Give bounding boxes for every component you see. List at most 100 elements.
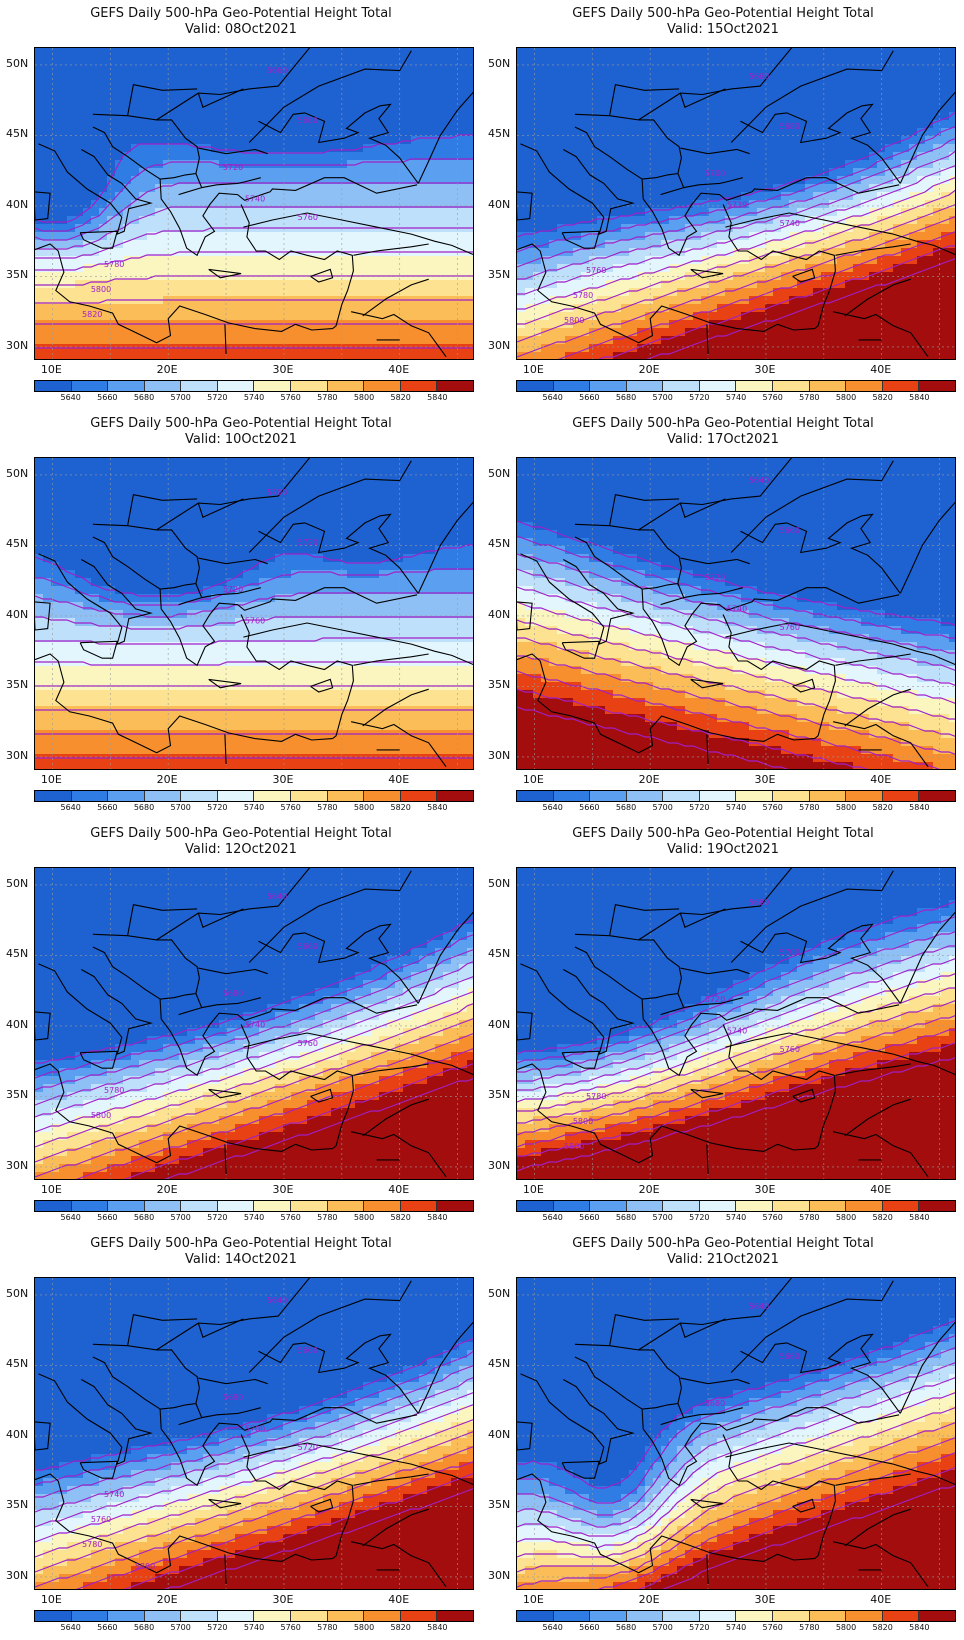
colorbar-tick-label: 5740 (725, 393, 747, 402)
lon-tick-label: 10E (40, 1593, 62, 1606)
coastlines-and-borders (517, 868, 955, 1178)
lat-tick-label: 40N (488, 1427, 511, 1441)
panel-valid-date: Valid: 14Oct2021 (185, 1252, 297, 1267)
lat-tick-label: 40N (6, 1017, 29, 1031)
colorbar-swatch (144, 1201, 182, 1211)
colorbar-swatch (327, 1611, 365, 1621)
contour-label: 5760 (245, 616, 265, 625)
forecast-panel: GEFS Daily 500-hPa Geo-Potential Height … (482, 410, 964, 820)
colorbar-tick-label: 5800 (835, 393, 857, 402)
colorbar-tick-label: 5840 (427, 1623, 448, 1632)
colorbar-swatch (181, 791, 218, 801)
colorbar-tick-label: 5800 (835, 1213, 857, 1222)
colorbar-swatch (736, 381, 774, 391)
colorbar-swatch (626, 381, 664, 391)
lon-tick-label: 30E (754, 773, 776, 786)
colorbar-swatch (400, 791, 438, 801)
colorbar-swatch (590, 791, 627, 801)
colorbar-swatch (882, 381, 920, 391)
colorbar-tick-label: 5800 (353, 803, 375, 812)
colorbar-swatch (291, 1611, 328, 1621)
colorbar-swatch (327, 381, 365, 391)
lon-tick-label: 10E (522, 1183, 544, 1196)
graticule (517, 868, 955, 1179)
lat-tick-label: 30N (488, 1158, 511, 1172)
colorbar-tick-label: 5700 (170, 1213, 191, 1222)
colorbar-swatch (71, 791, 109, 801)
colorbar-tick-label: 5740 (243, 803, 265, 812)
contour-label: 5680 (780, 122, 800, 131)
panel-valid-date: Valid: 10Oct2021 (185, 432, 297, 447)
contour-label: 5680 (705, 1399, 725, 1408)
lon-tick-label: 40E (870, 363, 892, 376)
filled-height-field (517, 48, 955, 359)
lat-tick-label: 35N (488, 678, 511, 692)
forecast-panel: GEFS Daily 500-hPa Geo-Potential Height … (0, 410, 482, 820)
panel-title: GEFS Daily 500-hPa Geo-Potential Height … (90, 416, 392, 431)
colorbar-swatch (108, 1201, 145, 1211)
colorbar-swatch (517, 791, 554, 801)
colorbar (516, 790, 956, 802)
colorbar-tick-label: 5660 (97, 1213, 118, 1222)
colorbar-tick-label: 5760 (762, 1213, 783, 1222)
colorbar-swatch (254, 1611, 292, 1621)
colorbar-swatch (553, 1611, 591, 1621)
forecast-panel: GEFS Daily 500-hPa Geo-Potential Height … (0, 0, 482, 410)
lat-tick-label: 50N (6, 466, 29, 480)
colorbar-tick-label: 5820 (390, 803, 411, 812)
graticule (517, 1278, 955, 1589)
colorbar-swatch (773, 1201, 810, 1211)
colorbar-swatch (699, 791, 737, 801)
colorbar-tick-label: 5660 (579, 393, 600, 402)
colorbar-swatch (846, 1201, 883, 1211)
colorbar-swatch (291, 1201, 328, 1211)
lat-tick-label: 35N (6, 1498, 29, 1512)
lon-tick-label: 30E (272, 363, 294, 376)
colorbar-tick-label: 5680 (615, 803, 637, 812)
colorbar-tick-label: 5820 (390, 393, 411, 402)
height-field-map: 5640 5660 5680 5700 5720 5740 5760 5780 5800 (35, 1278, 473, 1589)
height-field-map: 5660 5680 5720 5740 5760 5780 5800 5820 (35, 48, 473, 359)
colorbar-swatch (663, 1611, 700, 1621)
colorbar-tick-label: 5660 (579, 803, 600, 812)
colorbar-swatch (699, 1611, 737, 1621)
lon-tick-label: 40E (870, 1183, 892, 1196)
colorbar-swatch (217, 381, 255, 391)
colorbar-swatch (736, 1611, 774, 1621)
colorbar-swatch (35, 1201, 72, 1211)
panel-valid-date: Valid: 12Oct2021 (185, 842, 297, 857)
colorbar-tick-label: 5780 (799, 393, 820, 402)
colorbar-swatch (809, 1201, 847, 1211)
lon-tick-label: 20E (638, 1183, 660, 1196)
colorbar-tick-label: 5720 (689, 1213, 710, 1222)
colorbar-tick-label: 5840 (427, 803, 448, 812)
height-field-map: 5640 5660 5680 (517, 1278, 955, 1589)
colorbar-tick-label: 5640 (60, 803, 81, 812)
colorbar-swatch (364, 791, 401, 801)
lat-tick-label: 40N (488, 607, 511, 621)
colorbar-tick-label: 5640 (542, 803, 563, 812)
colorbar-tick-label: 5680 (615, 1623, 637, 1632)
lat-tick-label: 45N (488, 537, 511, 551)
contour-label: 5700 (705, 169, 725, 178)
lon-tick-label: 30E (754, 1183, 776, 1196)
colorbar-tick-label: 5780 (799, 1213, 820, 1222)
colorbar-tick-label: 5640 (60, 1623, 81, 1632)
lat-tick-label: 40N (488, 1017, 511, 1031)
contour-label: 5760 (586, 266, 606, 275)
colorbar-swatch (699, 1201, 737, 1211)
contour-label: 5720 (705, 573, 725, 582)
contour-label: 5660 (749, 72, 769, 81)
contour-label: 5800 (135, 1562, 155, 1571)
lon-tick-label: 40E (870, 1593, 892, 1606)
contour-label: 5660 (298, 942, 318, 951)
colorbar (34, 380, 474, 392)
lat-tick-label: 30N (6, 1158, 29, 1172)
colorbar-swatch (437, 791, 473, 801)
colorbar-tick-label: 5660 (97, 1623, 118, 1632)
map-plot: 5660 5680 5720 5740 5760 5780 5800 5820 (34, 47, 474, 360)
colorbar-tick-label: 5720 (689, 1623, 710, 1632)
colorbar-swatch (437, 1201, 473, 1211)
panel-title: GEFS Daily 500-hPa Geo-Potential Height … (90, 6, 392, 21)
colorbar-swatch (400, 1201, 438, 1211)
